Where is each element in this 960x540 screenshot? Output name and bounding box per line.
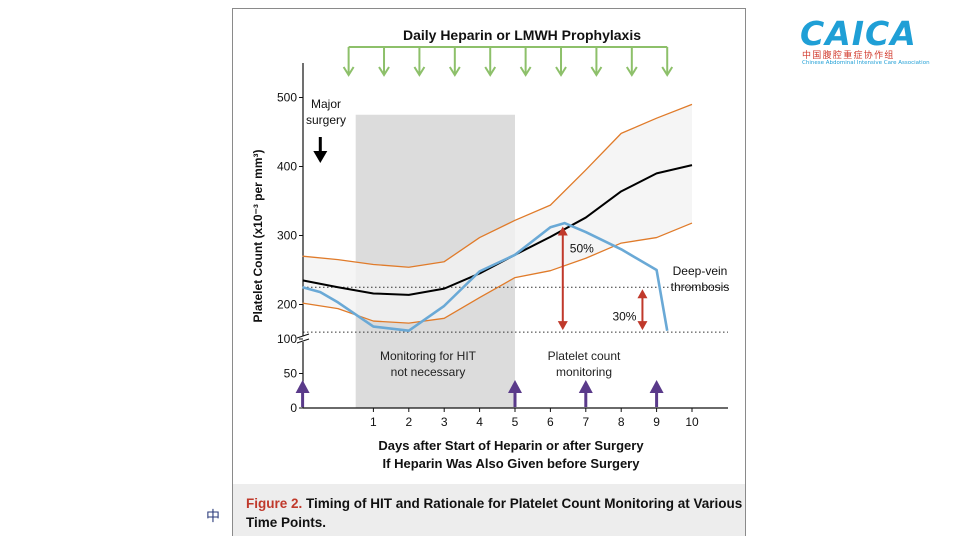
drop-arrowhead-top-1 (557, 226, 568, 236)
x-tick-label-8: 8 (618, 415, 625, 429)
chart-title: Daily Heparin or LMWH Prophylaxis (403, 27, 641, 43)
y-tick-label-100: 100 (277, 332, 297, 346)
monitoring-arrowhead-4 (649, 380, 664, 393)
monitoring-label-2: monitoring (556, 365, 612, 379)
heparin-arrowhead-1 (342, 66, 355, 77)
y-tick-label-0: 0 (290, 401, 297, 415)
x-tick-label-7: 7 (582, 415, 589, 429)
major-surgery-label-2: surgery (306, 113, 346, 127)
upper-range-line (302, 103, 693, 268)
heparin-arrowhead-8 (590, 66, 603, 77)
x-tick-label-4: 4 (476, 415, 483, 429)
x-tick-label-5: 5 (512, 415, 519, 429)
monitoring-arrowhead-1 (295, 380, 310, 393)
logo-english-name: Chinese Abdominal Intensive Care Associa… (802, 60, 930, 66)
y-tick-label-200: 200 (277, 298, 297, 312)
normal-range-band (302, 104, 692, 324)
dvt-label-2: thrombosis (671, 280, 730, 294)
surgery-arrowhead (313, 151, 328, 163)
drop-arrowhead-bottom-1 (557, 321, 568, 331)
dvt-label-1: Deep-vein (673, 264, 728, 278)
x-tick-label-3: 3 (441, 415, 448, 429)
y-tick-label-50: 50 (284, 367, 298, 381)
heparin-arrowhead-4 (448, 66, 461, 77)
monitoring-arrowhead-3 (578, 380, 593, 393)
y-tick-label-400: 400 (277, 160, 297, 174)
plot-layer: 0 50 100 200 300 400 500 1 2 3 4 5 6 7 8 9 10 50% 30% (277, 46, 728, 429)
heparin-arrowhead-5 (484, 66, 497, 77)
y-axis-label: Platelet Count (x10⁻³ per mm³) (251, 149, 265, 322)
heparin-arrowhead-3 (413, 66, 426, 77)
x-axis-label: Days after Start of Heparin or after Sur… (378, 438, 644, 453)
logo-wordmark: CAICA (800, 14, 917, 53)
drop-label-2: 30% (612, 310, 636, 324)
y-axis-break-mark-2 (296, 338, 310, 344)
y-tick-label-300: 300 (277, 229, 297, 243)
monitoring-arrowhead-2 (508, 380, 522, 393)
drop-label-1: 50% (570, 241, 594, 255)
no-monitoring-label-1: Monitoring for HIT (380, 349, 477, 363)
figure-caption: Figure 2. Timing of HIT and Rationale fo… (246, 494, 746, 532)
x-tick-label-10: 10 (685, 415, 699, 429)
hit-patient-line (302, 221, 669, 333)
heparin-arrowhead-9 (625, 66, 638, 77)
x-tick-label-1: 1 (370, 415, 377, 429)
caption-figure-label: Figure 2. (246, 496, 303, 511)
x-axis-label-line2: If Heparin Was Also Given before Surgery (383, 456, 641, 471)
y-axis-break-mark-1 (296, 333, 310, 339)
caption-text: Timing of HIT and Rationale for Platelet… (246, 496, 743, 530)
side-glyph: 中 (206, 509, 220, 525)
logo-chinese-name: 中国腹腔重症协作组 (802, 51, 895, 61)
heparin-arrowhead-2 (378, 66, 390, 77)
heparin-arrowhead-10 (661, 66, 674, 77)
y-tick-label-500: 500 (277, 91, 297, 105)
x-tick-label-2: 2 (405, 415, 412, 429)
caica-logo: CAICA 中国腹腔重症协作组 Chinese Abdominal Intens… (800, 14, 940, 70)
drop-arrowhead-bottom-2 (637, 321, 648, 331)
x-tick-label-9: 9 (653, 415, 660, 429)
no-monitoring-label-2: not necessary (391, 365, 466, 379)
drop-arrowhead-top-2 (637, 289, 648, 299)
heparin-arrowhead-6 (519, 66, 532, 77)
x-tick-label-6: 6 (547, 415, 554, 429)
heparin-arrowhead-7 (555, 66, 567, 77)
lower-range-line (302, 222, 693, 324)
major-surgery-label-1: Major (311, 97, 341, 111)
caption-band (233, 484, 745, 536)
monitoring-label-1: Platelet count (548, 349, 621, 363)
